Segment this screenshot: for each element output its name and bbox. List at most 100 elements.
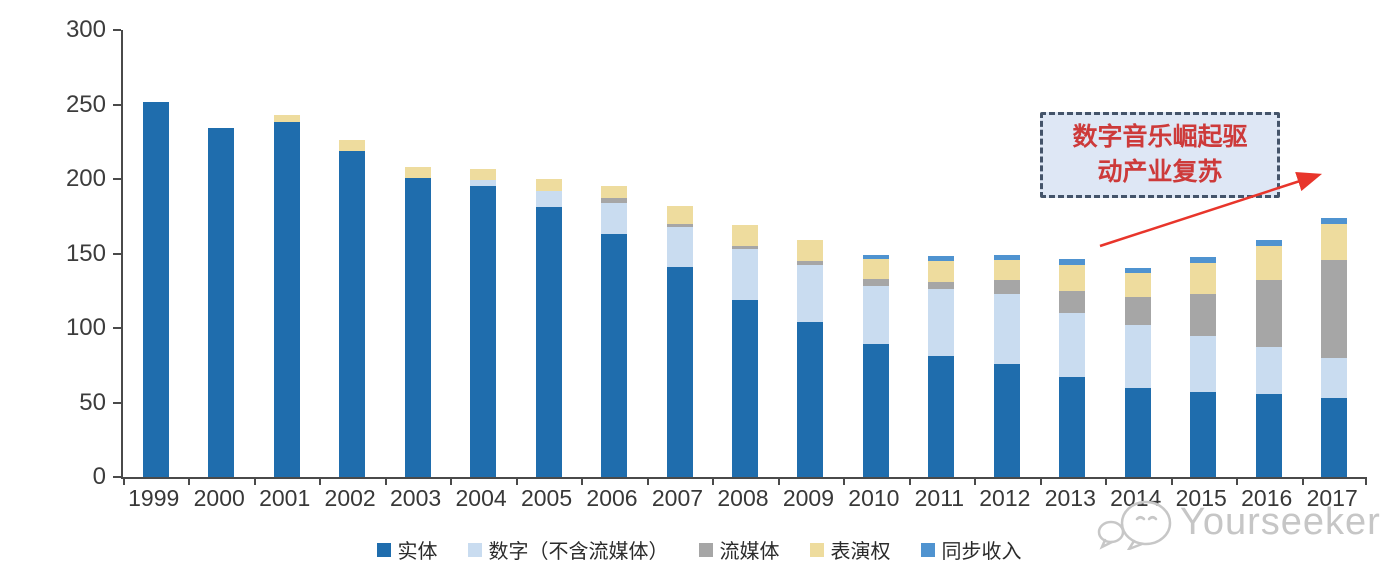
y-tick-label: 100 (65, 314, 106, 341)
bar-segment (732, 225, 758, 247)
annotation-text-line2: 动产业复苏 (1097, 159, 1223, 186)
x-tick-label: 2006 (586, 485, 638, 511)
bar-segment (1255, 393, 1282, 477)
y-tick-label: 250 (65, 90, 106, 118)
legend-swatch-icon (467, 542, 482, 557)
x-tick-mark (450, 477, 453, 485)
legend-swatch-icon (698, 542, 713, 557)
bar-segment (601, 186, 628, 199)
bar-segment (1190, 262, 1217, 294)
x-tick-mark (777, 477, 780, 485)
stacked-bar-2013 (1059, 259, 1086, 477)
x-axis-labels: 1999 2000 2001 2002 2003 2004 2005 2006 2007 2008… (121, 485, 1365, 512)
bar-segment (1321, 398, 1348, 477)
bar-segment (470, 168, 497, 181)
watermark-text: Yourseeker (1180, 500, 1381, 543)
bar-segment (1124, 268, 1151, 273)
bar-segment (1124, 272, 1151, 297)
x-tick-label: 2009 (782, 485, 834, 511)
bar-segment (535, 207, 562, 477)
bar-segment (1124, 296, 1151, 326)
stacked-bar-2016 (1255, 240, 1282, 477)
bar-segment (993, 259, 1020, 281)
x-tick-mark (712, 477, 715, 485)
bar-segment (1059, 259, 1086, 266)
bar-segment (862, 254, 889, 260)
x-tick-label: 2015 (1175, 485, 1227, 511)
y-tick-label: 50 (79, 388, 106, 416)
x-tick-mark (646, 477, 649, 485)
stacked-bar-2017 (1321, 217, 1348, 477)
bar-segment (666, 205, 693, 224)
x-tick-label: 2005 (520, 485, 573, 511)
stacked-bar-2008 (732, 225, 758, 477)
x-tick-label: 2010 (848, 485, 900, 511)
x-tick-mark (581, 477, 584, 485)
bar-segment (928, 356, 955, 477)
stacked-bar-2010 (862, 254, 889, 477)
plot-area (113, 29, 1367, 485)
bar-segment (732, 299, 758, 477)
x-tick-mark (1170, 477, 1173, 485)
y-tick-label: 300 (65, 16, 106, 43)
bar-segment (1059, 290, 1086, 314)
y-axis-labels: 0 50 100 150 200 250 300 (0, 16, 106, 490)
stacked-bar-2003 (404, 167, 431, 477)
bar-segment (470, 186, 497, 477)
y-tick-label: 0 (92, 463, 106, 490)
bar-segment (1255, 280, 1282, 348)
x-tick-label: 2012 (979, 485, 1031, 511)
x-tick-mark (1105, 477, 1108, 485)
bar-segment (1255, 246, 1282, 281)
bar-segment (1190, 392, 1217, 477)
bar-segment (666, 266, 693, 477)
bar-segment (1059, 265, 1086, 291)
stacked-bar-1999 (142, 101, 169, 477)
legend: 实体 数字（不含流媒体） 流媒体 表演权 同步收入 (0, 535, 1398, 564)
x-tick-label: 2016 (1241, 485, 1293, 511)
x-tick-mark (1039, 477, 1042, 485)
x-tick-mark (123, 477, 125, 485)
x-tick-label: 2008 (717, 485, 769, 511)
bar-segment (993, 280, 1020, 294)
legend-item: 数字（不含流媒体） (467, 535, 669, 564)
bar-segment (993, 255, 1020, 260)
bar-segment (1190, 335, 1217, 393)
x-tick-mark (253, 477, 256, 485)
x-tick-mark (1301, 477, 1304, 485)
x-tick-mark (908, 477, 911, 485)
bar-segment (1124, 325, 1151, 388)
legend-label: 同步收入 (941, 541, 1022, 563)
y-tick-mark (113, 401, 121, 404)
y-tick-mark (113, 252, 121, 255)
x-tick-label: 2013 (1044, 485, 1096, 511)
bar-segment (1124, 387, 1151, 477)
y-tick-label: 200 (65, 165, 106, 192)
stacked-bar-2006 (601, 186, 628, 477)
legend-label: 表演权 (830, 541, 891, 563)
annotation-box: 数字音乐崛起驱 动产业复苏 (1040, 112, 1280, 198)
stacked-bar-2005 (535, 179, 562, 477)
bar-segment (732, 246, 758, 250)
y-tick-mark (113, 178, 121, 180)
x-tick-label: 2011 (914, 485, 965, 511)
bar-segment (1321, 259, 1348, 358)
bar-segment (797, 240, 824, 261)
x-tick-label: 2003 (390, 485, 442, 511)
x-tick-label: 2017 (1306, 485, 1358, 511)
chat-bubbles-logo-icon (1097, 500, 1172, 550)
bar-segment (862, 278, 889, 287)
legend-item: 表演权 (809, 535, 891, 564)
x-tick-mark (1365, 477, 1367, 485)
legend-label: 实体 (397, 541, 438, 563)
legend-label: 数字（不含流媒体） (488, 541, 669, 563)
x-tick-label: 2007 (651, 485, 704, 511)
bar-segment (797, 260, 824, 266)
x-tick-label: 2014 (1110, 485, 1162, 511)
x-tick-mark (384, 477, 387, 485)
bar-segment (601, 198, 628, 203)
bar-segment (1190, 293, 1217, 336)
stacked-bar-2007 (666, 205, 693, 477)
bar-segment (928, 256, 955, 261)
bar-segment (535, 190, 562, 208)
